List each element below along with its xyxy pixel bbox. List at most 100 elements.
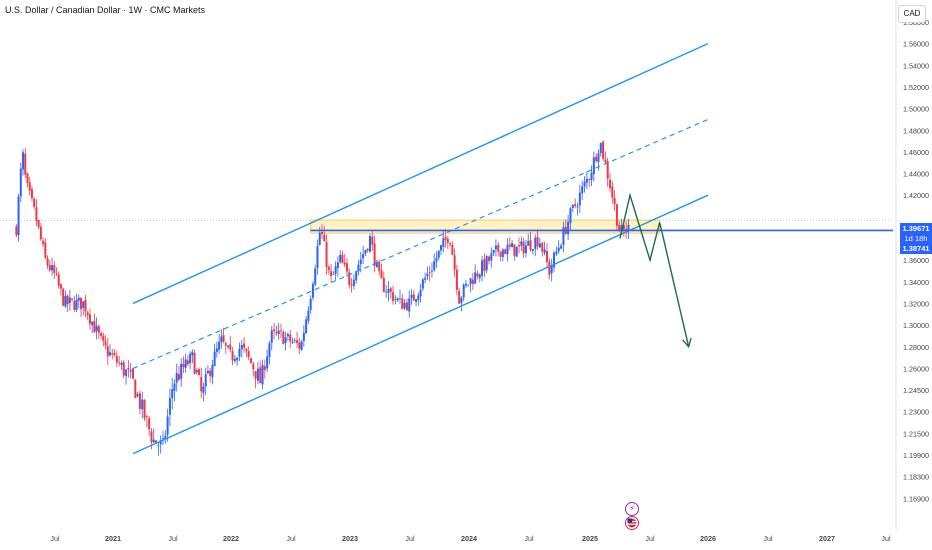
countdown-tag: 1d 18h xyxy=(900,233,932,243)
candle-body xyxy=(588,179,591,181)
candle-body xyxy=(309,298,312,310)
y-tick-label: 1.52000 xyxy=(903,83,929,92)
candle-body xyxy=(462,284,465,298)
candle-body xyxy=(22,152,25,170)
candle-body xyxy=(504,249,507,255)
candle-body xyxy=(357,264,360,271)
candle-body xyxy=(159,440,162,445)
last-price-tag: 1.39671 xyxy=(900,223,932,234)
candle-body xyxy=(396,298,399,301)
candle-body xyxy=(426,273,429,277)
candle-body xyxy=(280,330,282,332)
candle-body xyxy=(497,244,500,252)
x-tick-label: Jul xyxy=(405,534,415,543)
candle-body xyxy=(583,181,586,187)
candle-body xyxy=(574,204,577,207)
candle-body xyxy=(555,251,558,254)
us-flag-icon[interactable] xyxy=(625,516,639,530)
candle-body xyxy=(355,271,358,281)
candle-body xyxy=(394,298,397,300)
candle-body xyxy=(100,333,103,336)
candle-body xyxy=(513,244,516,256)
candle-body xyxy=(592,157,595,175)
y-tick-label: 1.24500 xyxy=(903,386,929,395)
candle-body xyxy=(115,356,118,363)
x-tick-label: 2022 xyxy=(223,534,239,543)
candle-body xyxy=(166,416,169,435)
x-tick-label: Jul xyxy=(645,534,655,543)
drawing-layer[interactable] xyxy=(132,43,893,455)
candle-body xyxy=(476,273,479,277)
axes: 1.580001.560001.540001.520001.500001.480… xyxy=(50,0,929,543)
candle-body xyxy=(339,254,342,262)
x-tick-label: Jul xyxy=(524,534,534,543)
candle-body xyxy=(560,245,563,249)
candle-body xyxy=(378,261,381,272)
candle-body xyxy=(259,367,262,384)
candle-body xyxy=(152,439,155,443)
channel-upper-line[interactable] xyxy=(132,43,709,305)
candle-body xyxy=(590,172,593,181)
candle-body xyxy=(428,272,431,274)
candle-body xyxy=(298,342,301,349)
candle-body xyxy=(125,369,128,376)
candle-body xyxy=(62,288,65,306)
candle-body xyxy=(421,279,424,289)
x-tick-label: Jul xyxy=(286,534,296,543)
candle-body xyxy=(24,153,27,175)
candle-body xyxy=(75,299,78,310)
candle-body xyxy=(189,354,192,364)
candle-body xyxy=(48,265,51,271)
candle-body xyxy=(136,394,139,397)
currency-button[interactable]: CAD xyxy=(898,5,926,23)
candle-body xyxy=(206,370,209,374)
candle-body xyxy=(508,244,511,247)
candle-body xyxy=(371,236,374,245)
candle-body xyxy=(182,363,185,368)
candle-body xyxy=(529,240,532,251)
candle-body xyxy=(522,241,525,254)
candle-body xyxy=(362,254,365,259)
candle-body xyxy=(254,371,257,379)
candle-body xyxy=(451,244,454,256)
candle-body xyxy=(127,367,130,370)
x-tick-label: 2025 xyxy=(582,534,598,543)
projection-path[interactable] xyxy=(619,192,690,347)
candle-body xyxy=(224,342,227,346)
candle-body xyxy=(82,301,85,308)
candle-body xyxy=(289,334,292,342)
candle-body xyxy=(348,272,351,285)
candle-body xyxy=(364,249,367,254)
candle-body xyxy=(195,370,198,373)
candle-body xyxy=(213,351,216,366)
candle-body xyxy=(323,234,326,242)
candle-body xyxy=(531,249,534,251)
projection-arrowhead[interactable] xyxy=(682,337,692,349)
candle-body xyxy=(453,255,456,270)
candle-body xyxy=(238,348,241,357)
lightning-icon[interactable]: ⚡ xyxy=(625,502,639,516)
candle-body xyxy=(627,224,630,232)
channel-lower-line[interactable] xyxy=(132,194,709,455)
candle-body xyxy=(59,284,62,289)
y-tick-label: 1.42000 xyxy=(903,191,929,200)
y-tick-label: 1.46000 xyxy=(903,148,929,157)
candle-body xyxy=(250,358,252,364)
candle-body xyxy=(191,351,194,356)
candle-body xyxy=(186,360,189,365)
candle-body xyxy=(327,266,330,271)
candle-body xyxy=(518,245,520,247)
x-tick-label: Jul xyxy=(50,534,60,543)
candle-body xyxy=(440,245,443,251)
candle-body xyxy=(215,348,218,352)
candle-body xyxy=(296,340,299,343)
channel-median-line[interactable] xyxy=(132,118,709,369)
candle-body xyxy=(359,259,362,265)
candle-body xyxy=(200,377,203,392)
candle-body xyxy=(64,295,67,307)
candle-body xyxy=(597,153,600,163)
candle-body xyxy=(291,341,294,343)
candle-body xyxy=(336,262,339,269)
candle-body xyxy=(91,321,94,326)
